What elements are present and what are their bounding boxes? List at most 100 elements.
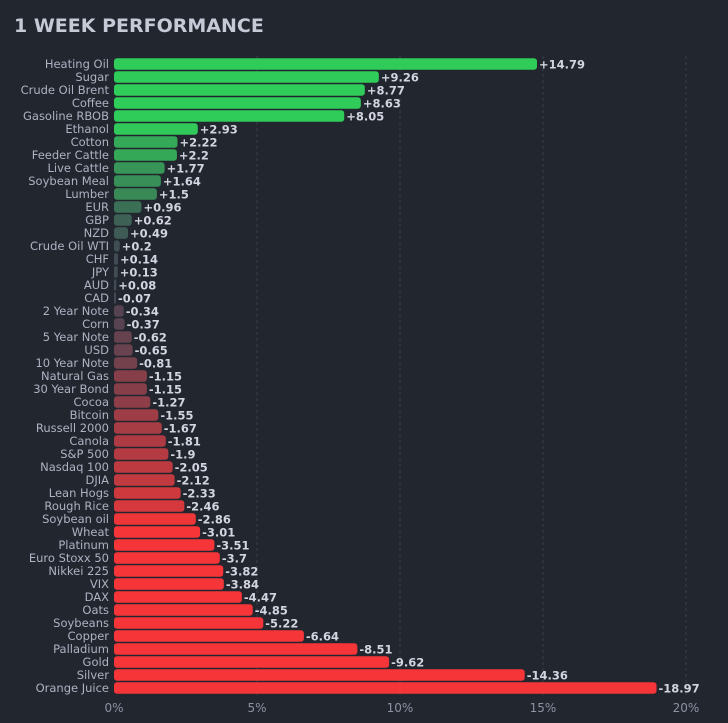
category-label: 2 Year Note <box>43 304 109 318</box>
x-tick-label: 10% <box>387 701 414 715</box>
data-label: -1.27 <box>152 396 185 410</box>
bar <box>114 240 120 252</box>
data-label: +1.64 <box>163 175 201 189</box>
bar <box>114 71 379 83</box>
data-label: +9.26 <box>381 71 419 85</box>
bar <box>114 292 117 304</box>
bar <box>114 487 181 499</box>
bar <box>114 97 361 109</box>
category-label: Palladium <box>53 642 109 656</box>
bar <box>114 448 169 460</box>
category-label: 5 Year Note <box>43 330 109 344</box>
bar <box>114 461 173 473</box>
data-label: +8.77 <box>367 84 405 98</box>
category-label: Nikkei 225 <box>48 564 109 578</box>
category-label: Heating Oil <box>45 57 109 71</box>
bar <box>114 643 358 655</box>
data-label: -3.84 <box>226 578 259 592</box>
bar <box>114 214 132 226</box>
category-label: Live Cattle <box>47 161 109 175</box>
bar <box>114 279 117 291</box>
bar <box>114 357 138 369</box>
category-label: Oats <box>82 603 109 617</box>
bar <box>114 422 162 434</box>
bar <box>114 318 125 330</box>
data-label: +2.2 <box>179 149 209 163</box>
category-label: Corn <box>82 317 109 331</box>
data-label: -6.64 <box>306 630 339 644</box>
category-label: Gold <box>83 655 109 669</box>
bar <box>114 344 133 356</box>
category-label: Orange Juice <box>36 681 109 695</box>
bar <box>114 58 537 70</box>
data-label: -3.51 <box>216 539 249 553</box>
category-label: Copper <box>68 629 110 643</box>
bar <box>114 409 159 421</box>
category-label: Cotton <box>71 135 109 149</box>
category-label: Crude Oil Brent <box>21 83 110 97</box>
data-label: +8.05 <box>346 110 384 124</box>
category-label: Bitcoin <box>70 408 109 422</box>
bar <box>114 578 224 590</box>
data-label: -2.05 <box>175 461 208 475</box>
category-label: Lumber <box>65 187 109 201</box>
bar <box>114 188 157 200</box>
x-tick-label: 20% <box>673 701 700 715</box>
category-label: Ethanol <box>65 122 109 136</box>
bar <box>114 396 151 408</box>
data-label: -0.65 <box>135 344 168 358</box>
category-label: Lean Hogs <box>49 486 109 500</box>
bar <box>114 552 220 564</box>
category-label: USD <box>84 343 109 357</box>
bar <box>114 474 175 486</box>
data-label: +0.96 <box>143 201 181 215</box>
data-label: +0.14 <box>120 253 158 267</box>
category-label: S&P 500 <box>60 447 109 461</box>
category-label: CAD <box>84 291 109 305</box>
data-label: -1.15 <box>149 370 182 384</box>
bar <box>114 383 147 395</box>
x-tick-label: 0% <box>104 701 123 715</box>
bar <box>114 539 215 551</box>
bar <box>114 591 242 603</box>
bar <box>114 370 147 382</box>
bar <box>114 617 264 629</box>
category-label: JPY <box>91 265 110 279</box>
category-label: Soybean oil <box>42 512 109 526</box>
bar <box>114 331 132 343</box>
data-label: -2.46 <box>186 500 219 514</box>
bar <box>114 669 525 681</box>
data-label: -14.36 <box>527 669 568 683</box>
bar <box>114 500 185 512</box>
category-label: Soybeans <box>53 616 109 630</box>
data-label: +14.79 <box>539 58 585 72</box>
bar <box>114 123 198 135</box>
category-label: Nasdaq 100 <box>40 460 109 474</box>
data-label: -2.33 <box>183 487 216 501</box>
bar <box>114 110 345 122</box>
category-label: Rough Rice <box>44 499 109 513</box>
data-label: -1.9 <box>170 448 195 462</box>
data-label: -9.62 <box>391 656 424 670</box>
category-label: AUD <box>84 278 109 292</box>
data-label: -0.34 <box>126 305 159 319</box>
bar <box>114 149 177 161</box>
bar <box>114 513 196 525</box>
data-label: -1.67 <box>164 422 197 436</box>
bar <box>114 656 390 668</box>
data-label: -2.86 <box>198 513 231 527</box>
data-label: -1.81 <box>168 435 201 449</box>
category-label: Crude Oil WTI <box>30 239 109 253</box>
data-label: +2.93 <box>200 123 238 137</box>
data-label: -3.7 <box>222 552 247 566</box>
data-label: -2.12 <box>177 474 210 488</box>
category-label: GBP <box>85 213 109 227</box>
bar <box>114 565 224 577</box>
data-label: +0.62 <box>134 214 172 228</box>
category-label: CHF <box>86 252 109 266</box>
data-label: -5.22 <box>265 617 298 631</box>
category-label: Cocoa <box>74 395 109 409</box>
category-label: Silver <box>77 668 110 682</box>
category-label: Feeder Cattle <box>32 148 109 162</box>
